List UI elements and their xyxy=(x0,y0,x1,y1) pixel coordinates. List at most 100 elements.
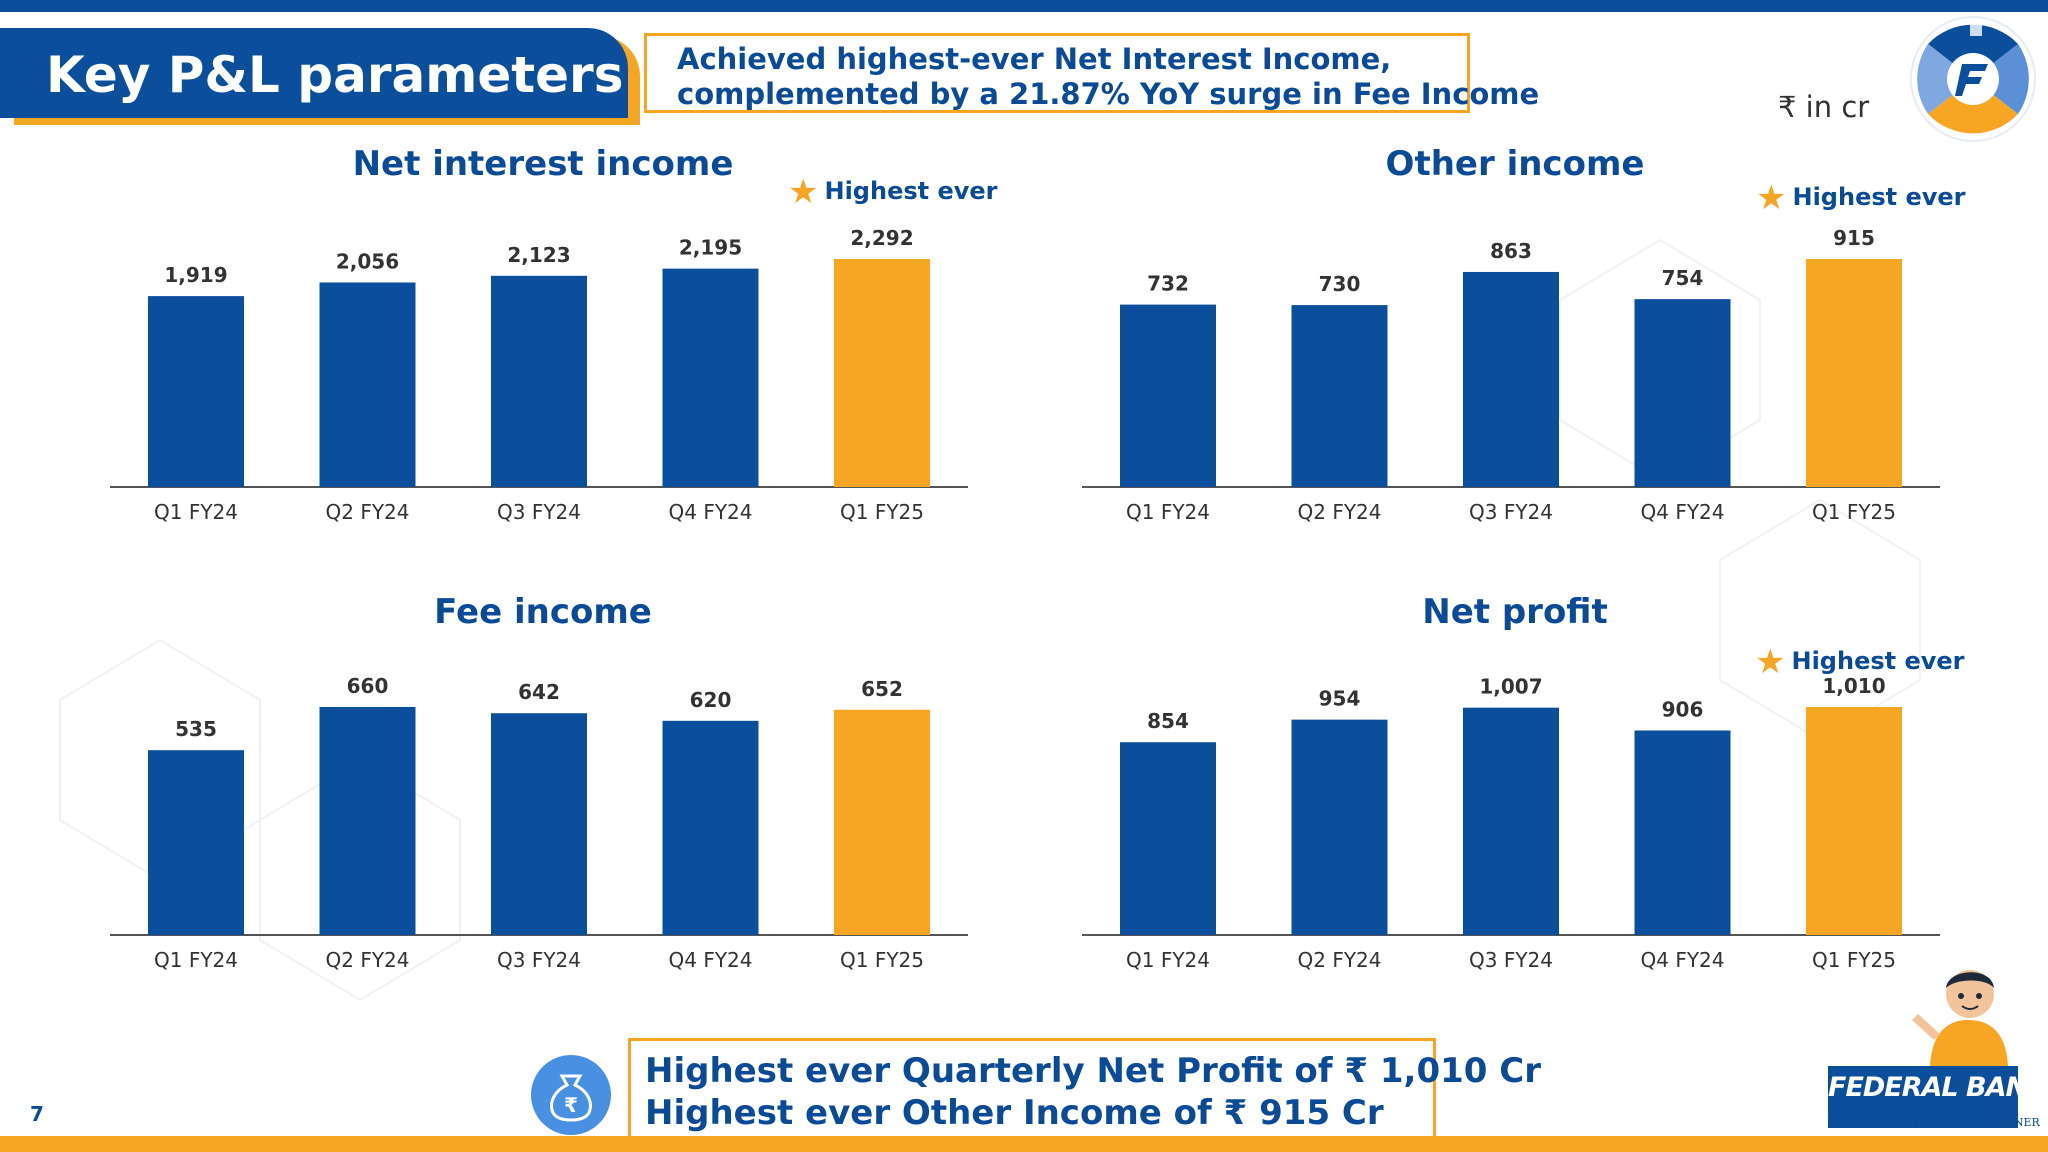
headline-line-1: Achieved highest-ever Net Interest Incom… xyxy=(677,42,1392,76)
x-tick-label: Q1 FY25 xyxy=(840,500,924,524)
bar-q2-fy24 xyxy=(1291,305,1388,487)
bar-q1-fy25 xyxy=(834,259,930,487)
x-tick-label: Q1 FY25 xyxy=(1812,948,1896,972)
x-tick-label: Q1 FY24 xyxy=(1126,948,1210,972)
data-label: 906 xyxy=(1662,697,1704,721)
star-icon: ★ xyxy=(788,172,819,212)
bar-q2-fy24 xyxy=(319,282,416,487)
bar-q4-fy24 xyxy=(1634,299,1731,487)
bottom-line-1: Highest ever Quarterly Net Profit of ₹ 1… xyxy=(645,1051,1542,1091)
chart-fee-income: Fee income 535 Q1 FY24 660 Q2 FY24 642 Q3 FY2… xyxy=(108,588,978,988)
data-label: 863 xyxy=(1490,239,1532,263)
data-label: 535 xyxy=(175,717,217,741)
chart-title: Other income xyxy=(1385,144,1645,184)
bar-q3-fy24 xyxy=(491,275,587,487)
bar-q1-fy25 xyxy=(834,709,930,935)
bar-plot: 732 Q1 FY24 730 Q2 FY24 863 Q3 FY24 754 Q4 FY24… xyxy=(1082,226,1940,524)
bottom-line-2: Highest ever Other Income of ₹ 915 Cr xyxy=(645,1093,1384,1133)
bar-q1-fy24 xyxy=(1120,304,1216,487)
x-tick-label: Q4 FY24 xyxy=(1641,948,1725,972)
x-tick-label: Q1 FY25 xyxy=(840,948,924,972)
highest-ever-label: Highest ever xyxy=(1791,647,1965,675)
x-tick-label: Q2 FY24 xyxy=(1298,500,1382,524)
chart-net-profit: Net profit ★ Highest ever 854 Q1 FY24 954 Q2… xyxy=(1080,588,1965,988)
chart-title: Fee income xyxy=(434,592,652,632)
money-bag-icon: ₹ xyxy=(531,1055,611,1135)
title-banner: Key P&L parameters xyxy=(0,28,640,125)
highest-ever-marker: ★ Highest ever xyxy=(788,172,998,212)
data-label: 732 xyxy=(1147,272,1189,296)
top-stripe xyxy=(0,0,2048,12)
svg-text:₹: ₹ xyxy=(564,1093,578,1117)
chart-title: Net interest income xyxy=(352,144,734,184)
star-icon: ★ xyxy=(1756,178,1787,218)
bar-plot: 535 Q1 FY24 660 Q2 FY24 642 Q3 FY24 620 Q4 FY24… xyxy=(110,674,968,972)
federal-bank-logo: FEDERAL BANK xyxy=(1828,1066,2048,1128)
data-label: 915 xyxy=(1833,226,1875,250)
page-title: Key P&L parameters xyxy=(46,46,624,104)
x-tick-label: Q2 FY24 xyxy=(326,948,410,972)
highest-ever-marker: ★ Highest ever xyxy=(1755,642,1965,682)
title-banner-background xyxy=(0,28,628,118)
bar-q1-fy24 xyxy=(1120,742,1216,935)
bar-q1-fy24 xyxy=(148,750,244,935)
x-tick-label: Q1 FY24 xyxy=(1126,500,1210,524)
bar-q1-fy25 xyxy=(1806,259,1902,487)
data-label: 730 xyxy=(1319,272,1361,296)
data-label: 2,056 xyxy=(336,249,399,273)
data-label: 660 xyxy=(347,674,389,698)
chart-title: Net profit xyxy=(1422,592,1608,632)
star-icon: ★ xyxy=(1755,642,1786,682)
mascot-illustration xyxy=(1912,970,2008,1066)
data-label: 754 xyxy=(1662,266,1704,290)
brand-name: FEDERAL BANK xyxy=(1828,1072,2048,1103)
bar-q3-fy24 xyxy=(1463,707,1559,935)
highest-ever-label: Highest ever xyxy=(1792,183,1966,211)
x-tick-label: Q4 FY24 xyxy=(1641,500,1725,524)
brand-tagline: YOUR PERFECT BANKING PARTNER xyxy=(1828,1116,2040,1129)
data-label: 854 xyxy=(1147,709,1189,733)
bar-q3-fy24 xyxy=(491,713,587,935)
chart-net-interest-income: Net interest income ★ Highest ever 1,919 Q… xyxy=(108,140,998,540)
data-label: 1,007 xyxy=(1479,675,1542,699)
x-tick-label: Q3 FY24 xyxy=(1469,948,1553,972)
bottom-highlight-callout: Highest ever Quarterly Net Profit of ₹ 1… xyxy=(628,1038,1541,1140)
x-tick-label: Q3 FY24 xyxy=(1469,500,1553,524)
data-label: 652 xyxy=(861,677,903,701)
x-tick-label: Q3 FY24 xyxy=(497,500,581,524)
x-tick-label: Q3 FY24 xyxy=(497,948,581,972)
bar-q2-fy24 xyxy=(1291,719,1388,935)
bar-q1-fy24 xyxy=(148,296,244,487)
bar-q4-fy24 xyxy=(662,268,759,487)
highest-ever-label: Highest ever xyxy=(824,177,998,205)
federal-logo-icon xyxy=(1910,16,2036,142)
x-tick-label: Q1 FY24 xyxy=(154,500,238,524)
chart-other-income: Other income ★ Highest ever 732 Q1 FY24 730… xyxy=(1080,140,1966,540)
x-tick-label: Q2 FY24 xyxy=(1298,948,1382,972)
x-tick-label: Q4 FY24 xyxy=(669,500,753,524)
data-label: 1,010 xyxy=(1822,674,1885,698)
data-label: 642 xyxy=(518,680,560,704)
bar-q4-fy24 xyxy=(1634,730,1731,935)
data-label: 620 xyxy=(690,688,732,712)
bar-q3-fy24 xyxy=(1463,271,1559,487)
data-label: 2,195 xyxy=(679,236,742,260)
data-label: 1,919 xyxy=(164,263,227,287)
bottom-stripe xyxy=(0,1136,2048,1152)
bar-q4-fy24 xyxy=(662,720,759,935)
bar-plot: 854 Q1 FY24 954 Q2 FY24 1,007 Q3 FY24 906 Q4 FY… xyxy=(1082,674,1940,972)
data-label: 2,123 xyxy=(507,243,570,267)
data-label: 954 xyxy=(1319,687,1361,711)
highest-ever-marker: ★ Highest ever xyxy=(1756,178,1966,218)
data-label: 2,292 xyxy=(850,226,913,250)
headline-line-2: complemented by a 21.87% YoY surge in Fe… xyxy=(677,77,1540,111)
x-tick-label: Q1 FY25 xyxy=(1812,500,1896,524)
bar-plot: 1,919 Q1 FY24 2,056 Q2 FY24 2,123 Q3 FY24 2,19… xyxy=(110,226,968,524)
x-tick-label: Q4 FY24 xyxy=(669,948,753,972)
page-number: 7 xyxy=(30,1102,44,1126)
bar-q2-fy24 xyxy=(319,707,416,935)
x-tick-label: Q1 FY24 xyxy=(154,948,238,972)
bar-q1-fy25 xyxy=(1806,707,1902,935)
x-tick-label: Q2 FY24 xyxy=(326,500,410,524)
